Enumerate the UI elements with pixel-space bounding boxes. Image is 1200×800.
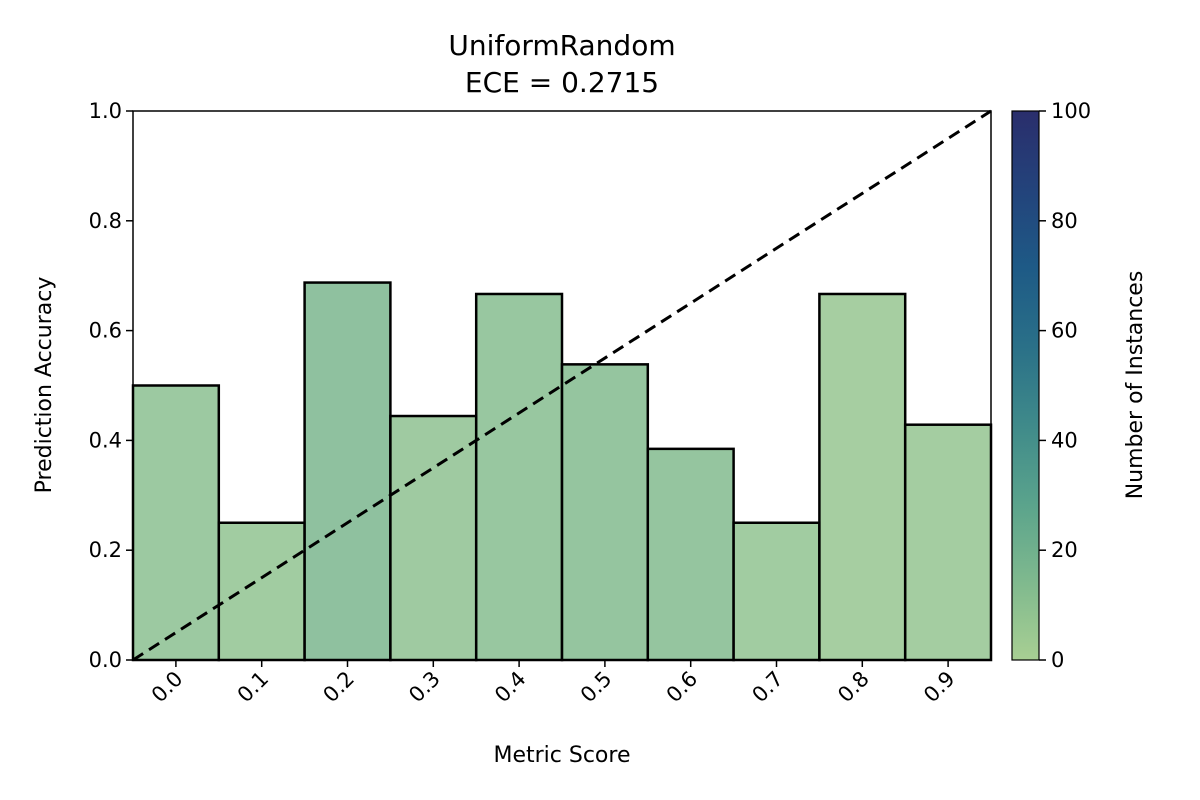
x-tick-label: 0.4 <box>490 667 531 708</box>
colorbar-tick-label: 60 <box>1051 319 1078 343</box>
x-tick-label: 0.2 <box>318 667 359 708</box>
colorbar-ticks: 0 20 40 60 80 100 <box>1039 99 1091 672</box>
x-tick-label: 0.1 <box>233 667 274 708</box>
plot-frame <box>132 110 992 661</box>
bar-0.8 <box>818 292 907 662</box>
colorbar-tick-label: 80 <box>1051 209 1078 233</box>
chart-title: UniformRandom <box>448 29 675 62</box>
colorbar-tick-label: 0 <box>1051 648 1064 672</box>
colorbar <box>1011 110 1040 661</box>
bar-0.7 <box>732 521 821 662</box>
x-tick-label: 0.6 <box>662 667 703 708</box>
colorbar-label: Number of Instances <box>1123 271 1148 500</box>
colorbar-tick-label: 40 <box>1051 428 1078 452</box>
x-tick-label: 0.3 <box>404 667 445 708</box>
bar-0.2 <box>303 281 392 662</box>
x-axis-ticks: 0.0 0.1 0.2 0.3 0.4 0.5 0.6 0.7 0.8 0.9 <box>147 660 960 707</box>
x-tick-label: 0.8 <box>833 667 874 708</box>
y-axis-ticks: 0.0 0.2 0.4 0.6 0.8 1.0 <box>89 99 133 672</box>
chart-subtitle: ECE = 0.2715 <box>465 66 659 99</box>
x-tick-label: 0.5 <box>576 667 617 708</box>
bar-0.9 <box>903 423 993 662</box>
y-axis-label: Prediction Accuracy <box>32 277 57 494</box>
bar-0.6 <box>646 447 735 662</box>
x-tick-label: 0.0 <box>147 667 188 708</box>
bar-0.1 <box>217 521 306 662</box>
y-tick-label: 0.6 <box>89 319 122 343</box>
bar-0.3 <box>389 414 478 662</box>
bars-group <box>131 281 993 662</box>
colorbar-tick-label: 20 <box>1051 538 1078 562</box>
y-tick-label: 0.2 <box>89 538 122 562</box>
colorbar-tick-label: 100 <box>1051 99 1091 123</box>
x-tick-label: 0.9 <box>919 667 960 708</box>
x-axis-label: Metric Score <box>493 743 630 768</box>
y-tick-label: 0.8 <box>89 209 122 233</box>
bar-0.4 <box>474 292 564 662</box>
y-tick-label: 1.0 <box>89 99 122 123</box>
y-tick-label: 0.0 <box>89 648 122 672</box>
x-tick-label: 0.7 <box>747 667 788 708</box>
y-tick-label: 0.4 <box>89 428 122 452</box>
bar-0.0 <box>131 384 221 662</box>
bar-0.5 <box>560 363 650 662</box>
